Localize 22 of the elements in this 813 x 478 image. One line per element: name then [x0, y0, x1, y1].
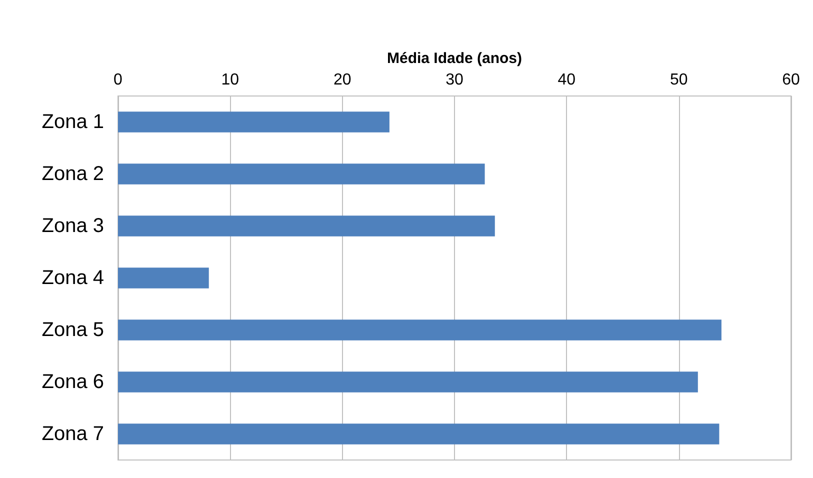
x-tick-label: 20: [333, 72, 352, 88]
bar: [118, 268, 209, 288]
y-tick-label: Zona 5: [42, 319, 104, 341]
x-tick-label: 50: [670, 72, 688, 88]
bar: [118, 216, 495, 236]
bar: [118, 320, 722, 340]
x-tick-label: 60: [782, 72, 800, 88]
bar: [118, 372, 698, 392]
bar: [118, 112, 390, 132]
x-axis-title: Média Idade (anos): [386, 50, 522, 67]
y-tick-label: Zona 2: [42, 163, 104, 185]
x-tick-label: 0: [114, 72, 123, 88]
bar: [118, 164, 485, 184]
y-tick-label: Zona 4: [42, 267, 104, 289]
bar: [118, 424, 720, 444]
y-tick-label: Zona 6: [42, 371, 104, 393]
x-tick-label: 30: [446, 72, 464, 88]
x-tick-label: 10: [221, 72, 240, 88]
y-tick-label: Zona 3: [42, 215, 104, 237]
y-tick-label: Zona 7: [42, 423, 104, 445]
x-tick-label: 40: [558, 72, 576, 88]
y-tick-label: Zona 1: [42, 111, 104, 133]
